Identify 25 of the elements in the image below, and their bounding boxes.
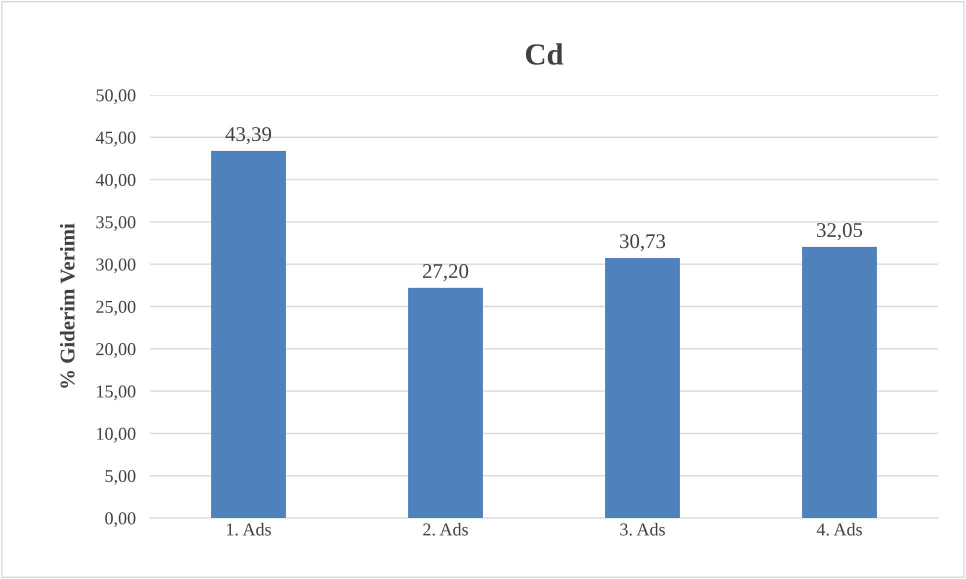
y-tick-label: 0,00 <box>105 512 136 528</box>
data-label: 32,05 <box>817 223 862 240</box>
data-label: 30,73 <box>620 234 666 252</box>
y-tick-label: 25,00 <box>96 300 136 316</box>
x-tick-label: 2. Ads <box>423 522 468 536</box>
chart-title: Cd <box>526 43 564 65</box>
x-tick-label: 4. Ads <box>816 522 862 536</box>
y-tick-label: 35,00 <box>96 216 136 231</box>
y-tick-label: 50,00 <box>96 89 136 104</box>
y-tick-label: 10,00 <box>97 428 136 442</box>
y-axis-title: % Giderim Verimi <box>60 223 75 388</box>
bar <box>211 150 286 518</box>
y-tick-label: 15,00 <box>97 385 136 400</box>
data-label: 43,39 <box>225 127 272 144</box>
data-label: 27,20 <box>422 264 468 282</box>
bar <box>408 288 483 518</box>
y-tick-label: 40,00 <box>96 174 136 189</box>
bar <box>605 258 680 518</box>
y-tick-label: 30,00 <box>96 258 136 274</box>
x-tick-label: 1. Ads <box>227 522 271 536</box>
bar <box>802 246 877 518</box>
x-tick-label: 3. Ads <box>620 522 665 536</box>
y-tick-label: 45,00 <box>96 132 136 146</box>
y-tick-label: 20,00 <box>96 343 136 358</box>
y-tick-label: 5,00 <box>106 470 136 485</box>
